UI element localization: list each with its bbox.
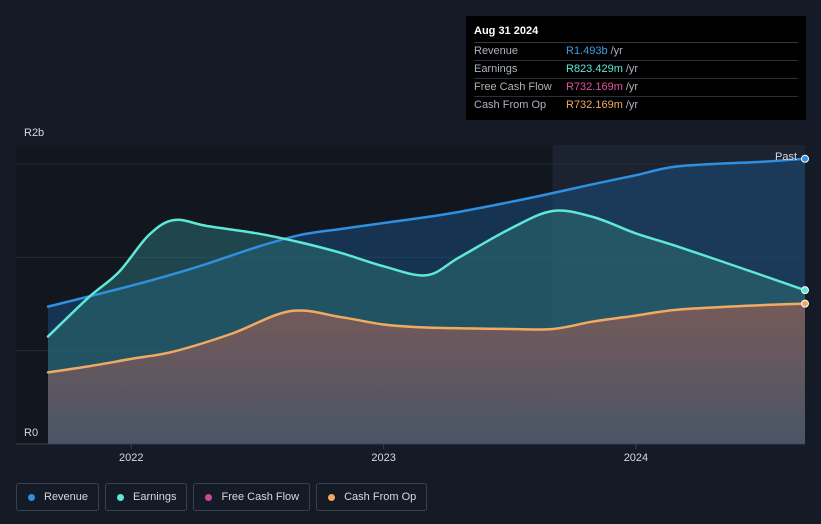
legend-label: Earnings — [133, 491, 177, 503]
legend: Revenue Earnings Free Cash Flow Cash Fro… — [16, 483, 428, 511]
legend-label: Revenue — [44, 491, 89, 503]
series-end-markers — [801, 154, 809, 308]
series-lines — [46, 157, 807, 374]
tooltip-row-cash-from-op: Cash From Op R732.169m /yr — [474, 97, 798, 114]
legend-item-cash-from-op[interactable]: Cash From Op — [316, 483, 428, 511]
legend-label: Cash From Op — [344, 491, 417, 503]
revenue-line — [46, 157, 807, 308]
legend-item-free-cash-flow[interactable]: Free Cash Flow — [193, 483, 311, 511]
x-tick-label: 2024 — [624, 452, 648, 464]
tooltip-label: Earnings — [474, 63, 518, 75]
tooltip-unit: /yr — [625, 99, 639, 111]
tooltip-date: Aug 31 2024 — [474, 24, 798, 43]
tooltip-unit: /yr — [625, 81, 639, 93]
tooltip-row-free-cash-flow: Free Cash Flow R732.169m /yr — [474, 79, 798, 97]
tooltip-value: R1.493b — [566, 45, 608, 57]
earnings-line — [46, 209, 807, 338]
tooltip-unit: /yr — [625, 63, 639, 75]
revenue-end-marker — [801, 154, 809, 163]
legend-dot-icon — [205, 493, 213, 501]
series-areas — [48, 158, 805, 445]
legend-dot-icon — [117, 493, 125, 501]
y-axis-bottom-label: R0 — [24, 427, 38, 439]
legend-label: Free Cash Flow — [221, 491, 300, 503]
legend-item-revenue[interactable]: Revenue — [16, 483, 100, 511]
earnings-end-marker — [801, 286, 809, 295]
x-tick-label: 2023 — [371, 452, 395, 464]
tooltip-label: Revenue — [474, 45, 519, 57]
legend-dot-icon — [328, 493, 336, 501]
tooltip-label: Cash From Op — [474, 99, 547, 111]
x-tick-label: 2022 — [119, 452, 143, 464]
tooltip-value: R823.429m — [566, 63, 623, 75]
y-axis-top-label: R2b — [24, 127, 44, 139]
cash-from-op-end-marker — [801, 299, 809, 308]
past-label: Past — [775, 151, 797, 163]
tooltip-unit: /yr — [610, 45, 623, 57]
tooltip-label: Free Cash Flow — [474, 81, 552, 93]
legend-item-earnings[interactable]: Earnings — [105, 483, 188, 511]
tooltip-value: R732.169m — [566, 81, 623, 93]
tooltip-row-revenue: Revenue R1.493b /yr — [474, 43, 798, 61]
cash-from-op-area — [48, 303, 805, 444]
legend-dot-icon — [28, 493, 35, 501]
tooltip-row-earnings: Earnings R823.429m /yr — [474, 61, 798, 79]
x-axis-ticks: 2022 2023 2024 — [119, 444, 648, 464]
tooltip: Aug 31 2024 Revenue R1.493b /yr Earnings… — [466, 16, 806, 120]
cash-from-op-line — [46, 302, 807, 374]
tooltip-value: R732.169m — [566, 99, 623, 111]
